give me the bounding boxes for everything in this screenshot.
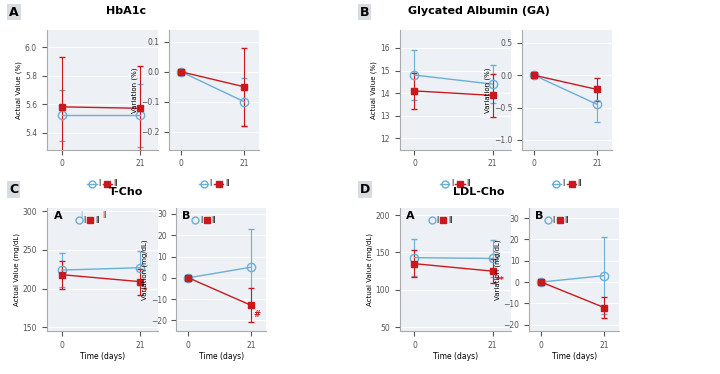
Legend: I, II: I, II [549,176,585,191]
X-axis label: Time (days): Time (days) [433,352,478,362]
Y-axis label: Actual Value (mg/dL): Actual Value (mg/dL) [366,233,373,306]
Y-axis label: Variation (mg/dL): Variation (mg/dL) [494,239,500,300]
Text: A: A [53,211,62,221]
Text: T-Cho: T-Cho [109,187,143,197]
Text: B: B [181,211,190,221]
X-axis label: Time (days): Time (days) [80,352,125,362]
Y-axis label: Variation (mg/dL): Variation (mg/dL) [141,239,148,300]
Legend: I, II: I, II [84,176,121,191]
Text: D: D [360,183,370,196]
Legend: I, II: I, II [437,176,474,191]
Y-axis label: Actual Value (mg/dL): Actual Value (mg/dL) [13,233,19,306]
Text: C: C [9,183,19,196]
Text: *: * [143,286,148,295]
Text: II: II [102,211,107,220]
Y-axis label: Actual Value (%): Actual Value (%) [371,61,377,119]
Legend: I, II: I, II [542,213,572,228]
Text: **: ** [495,276,505,285]
Text: HbA1c: HbA1c [106,6,146,16]
Y-axis label: Variation (%): Variation (%) [132,67,138,113]
Y-axis label: Actual Value (%): Actual Value (%) [16,61,22,119]
Legend: I, II: I, II [189,213,219,228]
Legend: I, II: I, II [196,176,233,191]
Text: B: B [360,6,369,19]
Text: B: B [534,211,543,221]
Legend: I, II: I, II [73,213,103,228]
Text: #: # [253,310,261,319]
Text: I: I [81,211,83,220]
X-axis label: Time (days): Time (days) [552,352,597,362]
Text: Glycated Albumin (GA): Glycated Albumin (GA) [408,6,550,16]
Y-axis label: Variation (%): Variation (%) [485,67,491,113]
Text: LDL-Cho: LDL-Cho [453,187,505,197]
Text: A: A [9,6,19,19]
X-axis label: Time (days): Time (days) [199,352,244,362]
Legend: I, II: I, II [426,213,456,228]
Text: A: A [406,211,415,221]
